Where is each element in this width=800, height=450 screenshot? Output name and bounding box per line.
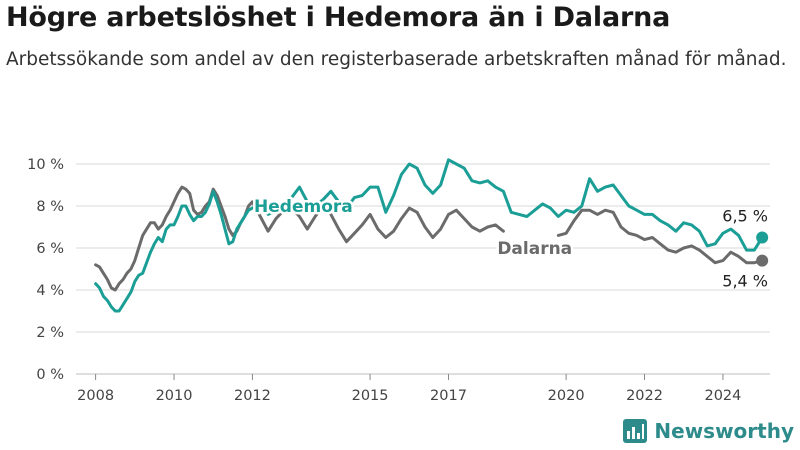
y-tick-label: 6 % — [36, 241, 64, 257]
x-tick-label: 2015 — [352, 388, 389, 404]
series-line-dalarna-recent — [556, 208, 764, 265]
y-tick-label: 0 % — [36, 367, 64, 383]
series-line-hedemora — [94, 158, 764, 313]
end-point-hedemora — [756, 231, 769, 244]
chart-subtitle: Arbetssökande som andel av den registerb… — [6, 49, 787, 70]
end-label-hedemora: 6,5 % — [722, 207, 768, 226]
end-point-dalarna — [756, 254, 769, 267]
x-tick-label: 2020 — [548, 388, 585, 404]
brand-name: Newsworthy — [654, 419, 794, 443]
series-label-dalarna: Dalarna — [497, 239, 572, 259]
y-tick-label: 10 % — [27, 157, 64, 173]
x-tick-label: 2024 — [704, 388, 741, 404]
x-tick-label: 2012 — [234, 388, 271, 404]
series-layer — [94, 158, 769, 313]
end-label-dalarna: 5,4 % — [722, 272, 768, 291]
x-tick-label: 2022 — [626, 388, 663, 404]
y-tick-label: 4 % — [36, 283, 64, 299]
grid-layer — [76, 163, 770, 380]
x-tick-label: 2017 — [430, 388, 467, 404]
bar-chart-logo-icon — [623, 419, 648, 443]
x-tick-label: 2010 — [156, 388, 193, 404]
chart-title: Högre arbetslöshet i Hedemora än i Dalar… — [6, 2, 671, 33]
label-layer: 0 % 2 % 4 % 6 % 8 % 10 % 2008 2010 2012 2015 2017 2… — [27, 157, 768, 404]
series-label-hedemora: Hedemora — [254, 197, 353, 217]
y-tick-label: 8 % — [36, 199, 64, 215]
y-tick-label: 2 % — [36, 325, 64, 341]
newsworthy-logo: Newsworthy — [622, 418, 794, 444]
x-tick-label: 2008 — [77, 388, 114, 404]
